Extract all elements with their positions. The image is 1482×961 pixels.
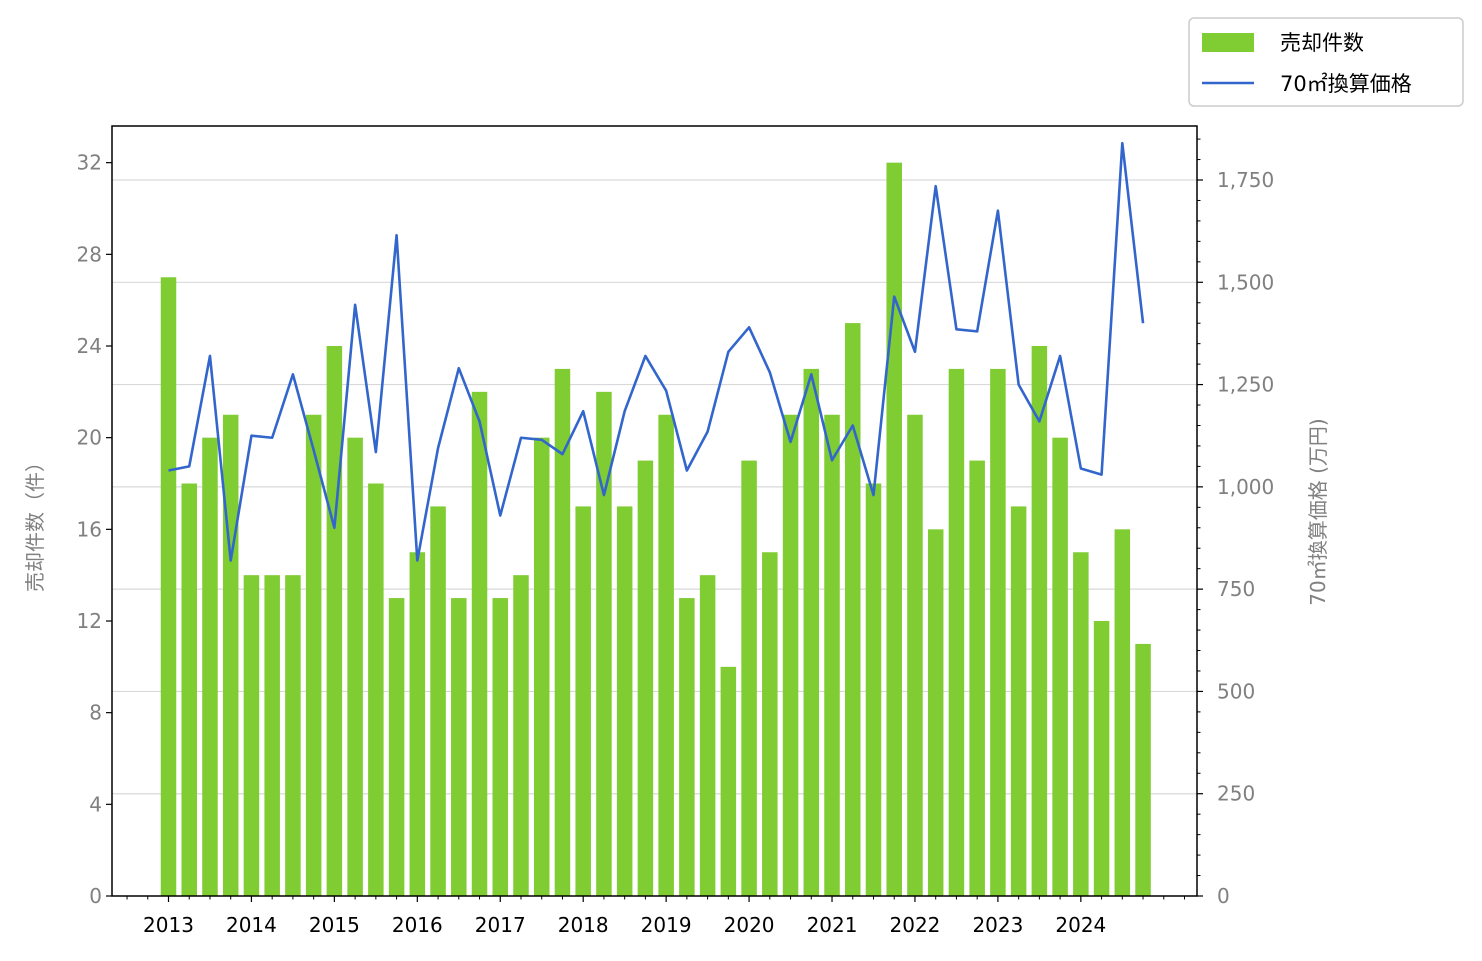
right-axis: 0 250 500 750 1,000 1,250 1,500 1,750: [1197, 138, 1274, 908]
bar-9: [347, 437, 363, 896]
bar-33: [845, 323, 861, 896]
x-tick-label-6: 2019: [641, 913, 692, 937]
bar-43: [1052, 437, 1068, 896]
left-tick-label-4: 16: [77, 517, 102, 541]
left-tick-label-6: 24: [77, 334, 102, 358]
right-axis-title: 70㎡換算価格 (万円): [1306, 418, 1330, 605]
right-tick-label-5: 1,250: [1217, 373, 1274, 397]
bar-22: [616, 506, 633, 896]
bar-13: [430, 506, 446, 896]
bar-8: [326, 346, 343, 896]
x-axis: 2013 2014 2015 2016 2017 2018 2019 2020 2021 2022…: [126, 896, 1186, 937]
bar-47: [1135, 643, 1151, 896]
right-tick-label-0: 0: [1217, 884, 1230, 908]
legend-label-bars: 売却件数: [1280, 31, 1364, 55]
bar-32: [824, 414, 840, 896]
right-tick-label-3: 750: [1217, 577, 1255, 601]
bar-31: [803, 368, 820, 897]
bar-21: [596, 391, 612, 896]
left-tick-label-8: 32: [77, 151, 102, 175]
bar-10: [368, 483, 384, 896]
bars: [160, 162, 1151, 897]
bar-23: [637, 460, 654, 896]
bar-1: [181, 483, 197, 896]
bar-5: [264, 575, 280, 896]
bar-29: [762, 552, 778, 896]
left-tick-label-7: 28: [77, 242, 102, 266]
x-tick-label-4: 2017: [475, 913, 526, 937]
bar-2: [202, 437, 218, 896]
bar-4: [243, 575, 260, 896]
bar-41: [1010, 506, 1027, 896]
bar-7: [305, 414, 322, 896]
bar-3: [222, 414, 239, 896]
bar-37: [927, 529, 944, 896]
x-tick-label-3: 2016: [392, 913, 443, 937]
left-tick-label-3: 12: [77, 609, 102, 633]
bar-35: [886, 162, 902, 896]
left-axis: 0 4 8 12 16 20 24 28 32: [77, 151, 112, 908]
bar-24: [658, 414, 674, 896]
x-tick-label-10: 2023: [972, 913, 1023, 937]
bar-0: [160, 277, 177, 896]
bar-44: [1073, 552, 1089, 896]
bar-20: [575, 506, 591, 896]
x-tick-label-2: 2015: [309, 913, 360, 937]
bar-38: [948, 368, 965, 897]
bar-14: [451, 598, 467, 896]
bar-27: [720, 666, 737, 896]
bar-16: [492, 598, 509, 896]
x-tick-label-8: 2021: [807, 913, 858, 937]
bar-12: [409, 552, 426, 896]
left-axis-title: 売却件数（件）: [23, 452, 47, 592]
bar-11: [388, 598, 405, 896]
right-tick-label-6: 1,500: [1217, 270, 1274, 294]
bar-17: [513, 575, 529, 896]
legend-box: [1188, 17, 1464, 107]
bar-30: [782, 414, 799, 896]
bar-26: [699, 575, 716, 896]
right-tick-label-4: 1,000: [1217, 475, 1274, 499]
legend: 売却件数 70㎡換算価格: [1188, 17, 1464, 107]
right-tick-label-7: 1,750: [1217, 168, 1274, 192]
bar-6: [285, 575, 301, 896]
plot-frame: [111, 125, 1198, 897]
bar-19: [554, 368, 571, 897]
x-tick-label-5: 2018: [558, 913, 609, 937]
bar-45: [1093, 621, 1110, 896]
bar-18: [533, 437, 550, 896]
legend-swatch-bars: [1202, 33, 1254, 52]
x-tick-label-11: 2024: [1055, 913, 1106, 937]
bar-34: [865, 483, 882, 896]
legend-label-line: 70㎡換算価格: [1280, 72, 1412, 96]
bar-36: [907, 414, 923, 896]
bar-25: [679, 598, 695, 896]
x-tick-label-9: 2022: [890, 913, 941, 937]
left-tick-label-5: 20: [77, 426, 102, 450]
right-tick-label-2: 500: [1217, 679, 1255, 703]
bar-40: [990, 368, 1006, 897]
right-tick-label-1: 250: [1217, 782, 1255, 806]
x-tick-label-1: 2014: [226, 913, 277, 937]
bar-46: [1114, 529, 1131, 896]
bar-39: [969, 460, 985, 896]
x-tick-label-0: 2013: [143, 913, 194, 937]
left-tick-label-1: 4: [89, 792, 102, 816]
left-tick-label-2: 8: [89, 701, 102, 725]
bar-15: [471, 391, 488, 896]
price-line-path: [168, 141, 1145, 562]
left-tick-label-0: 0: [89, 884, 102, 908]
bar-42: [1031, 346, 1048, 896]
x-tick-label-7: 2020: [724, 913, 775, 937]
bar-28: [741, 460, 757, 896]
price-line: [168, 141, 1145, 562]
